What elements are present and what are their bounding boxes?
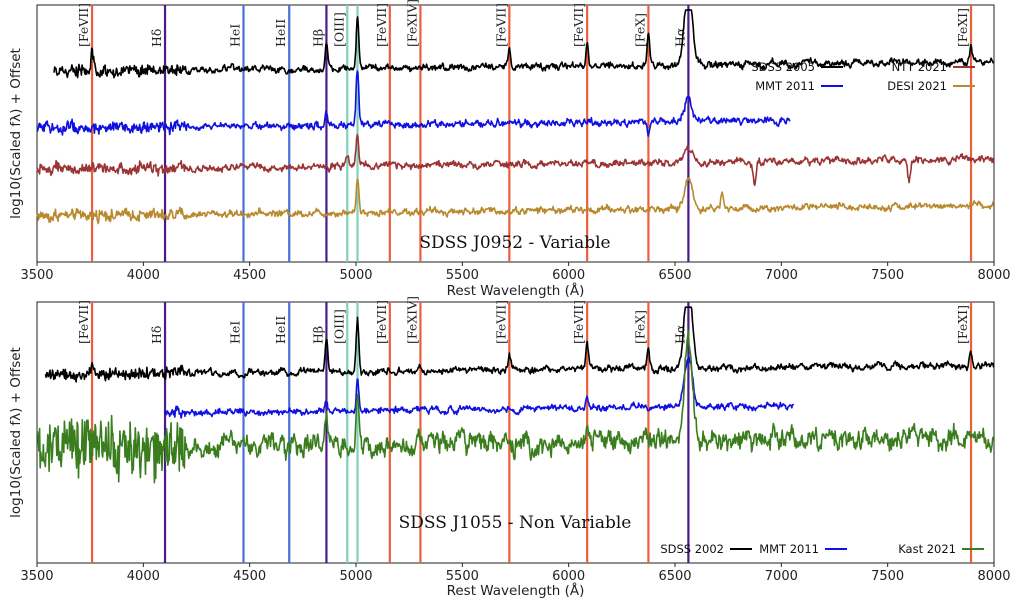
spectrum-series-line <box>36 70 791 137</box>
x-tick-label: 4500 <box>233 268 266 283</box>
x-tick-label: 5000 <box>339 268 372 283</box>
emission-line-label: [FeXI] <box>955 305 970 344</box>
panel-title: SDSS J1055 - Non Variable <box>399 513 632 533</box>
spectrum-series-line <box>53 9 994 79</box>
x-tick-label: 7500 <box>871 268 904 283</box>
spectrum-series-line <box>44 306 995 383</box>
legend-label: SDSS 2005 <box>751 60 815 74</box>
emission-line-label: [FeXI] <box>955 8 970 47</box>
emission-line-label: [FeVII] <box>374 3 389 47</box>
legend-label: DESI 2021 <box>887 79 947 93</box>
x-tick-label: 8000 <box>977 268 1010 283</box>
emission-line-label: [OIII] <box>331 12 346 47</box>
x-axis-label: Rest Wavelength (Å) <box>447 282 585 299</box>
legend-label: NTT 2021 <box>892 60 947 74</box>
emission-line-label: Hα <box>672 27 687 47</box>
x-tick-label: 6500 <box>658 268 691 283</box>
emission-line-label: [FeVII] <box>571 300 586 344</box>
spectrum-series-line <box>36 329 995 484</box>
spectrum-series-line <box>36 177 995 225</box>
x-tick-label: 7000 <box>765 569 798 584</box>
emission-line-label: HeI <box>227 24 242 47</box>
x-tick-label: 7500 <box>871 569 904 584</box>
x-tick-label: 6000 <box>552 268 585 283</box>
x-tick-label: 7000 <box>765 268 798 283</box>
x-axis-label: Rest Wavelength (Å) <box>447 582 585 599</box>
x-tick-label: 6000 <box>552 569 585 584</box>
emission-line-label: [FeXIV] <box>404 296 419 344</box>
x-tick-label: 5000 <box>339 569 372 584</box>
emission-line-label: [FeXIV] <box>404 0 419 47</box>
x-tick-label: 4000 <box>127 569 160 584</box>
emission-line-label: [FeVII] <box>571 3 586 47</box>
x-tick-label: 8000 <box>977 569 1010 584</box>
emission-line-label: [FeVII] <box>493 300 508 344</box>
y-axis-label: log10(Scaled fλ) + Offset <box>8 48 24 219</box>
panel-bottom: [FeVII] Hδ HeI HeII Hβ [OIII] [FeVII] [FeXIV] [F… <box>8 296 1011 599</box>
emission-line-label: [FeX] <box>632 310 647 344</box>
emission-line-label: Hδ <box>149 29 164 47</box>
x-tick-label: 5500 <box>446 569 479 584</box>
x-tick-label: 5500 <box>446 268 479 283</box>
legend-label: SDSS 2002 <box>660 542 724 556</box>
emission-line-label: Hβ <box>310 29 325 47</box>
legend-label: Kast 2021 <box>898 542 956 556</box>
emission-line-label: [FeVII] <box>76 300 91 344</box>
emission-line-label: [FeVII] <box>493 3 508 47</box>
x-tick-label: 6500 <box>658 569 691 584</box>
emission-line-label: HeI <box>227 321 242 344</box>
emission-line-label: [OIII] <box>331 309 346 344</box>
emission-line-label: [FeX] <box>632 13 647 47</box>
plot-frame <box>36 4 995 263</box>
emission-line-label: Hδ <box>149 326 164 344</box>
x-tick-label: 3500 <box>20 569 53 584</box>
emission-line-label: Hβ <box>310 326 325 344</box>
x-tick-label: 3500 <box>20 268 53 283</box>
emission-line-label: HeII <box>273 316 288 344</box>
emission-line-label: [FeVII] <box>76 3 91 47</box>
legend-label: MMT 2011 <box>759 542 819 556</box>
emission-line-label: Hα <box>672 324 687 344</box>
legend-label: MMT 2011 <box>755 79 815 93</box>
spectrum-series-line <box>36 133 995 186</box>
panel-title: SDSS J0952 - Variable <box>419 233 610 253</box>
spectrum-series-line <box>163 355 795 419</box>
y-axis-label: log10(Scaled fλ) + Offset <box>8 347 24 518</box>
x-tick-label: 4000 <box>127 268 160 283</box>
emission-line-label: [FeVII] <box>374 300 389 344</box>
panel-top: [FeVII] Hδ HeI HeII Hβ [OIII] [FeVII] [FeXIV] [F… <box>8 0 1011 299</box>
x-tick-label: 4500 <box>233 569 266 584</box>
emission-line-label: HeII <box>273 19 288 47</box>
